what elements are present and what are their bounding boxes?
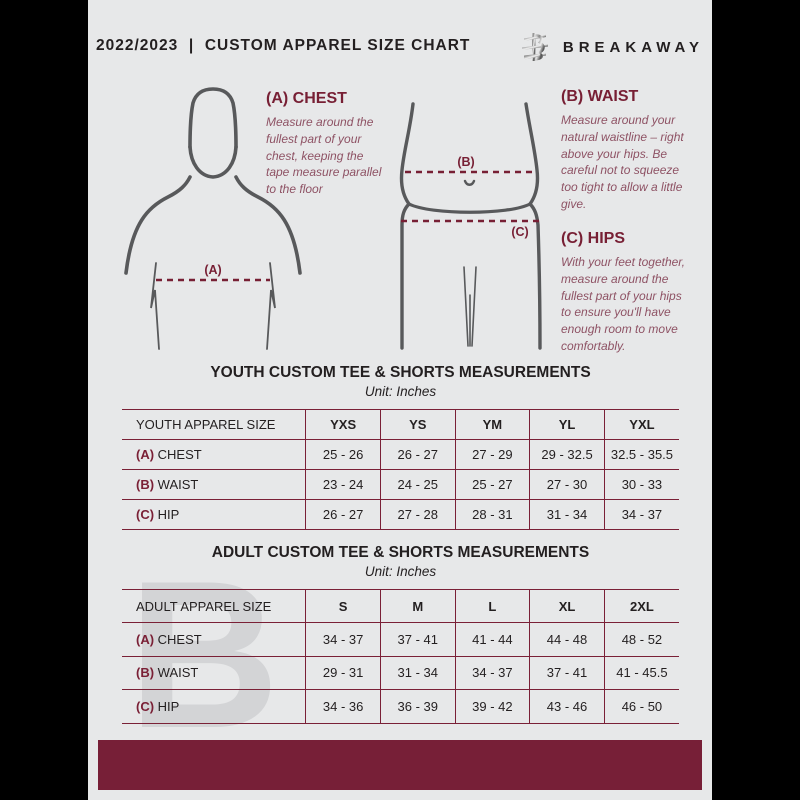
svg-text:(C): (C) [511, 225, 528, 239]
svg-text:(B): (B) [457, 155, 474, 169]
svg-text:(A): (A) [204, 263, 221, 277]
